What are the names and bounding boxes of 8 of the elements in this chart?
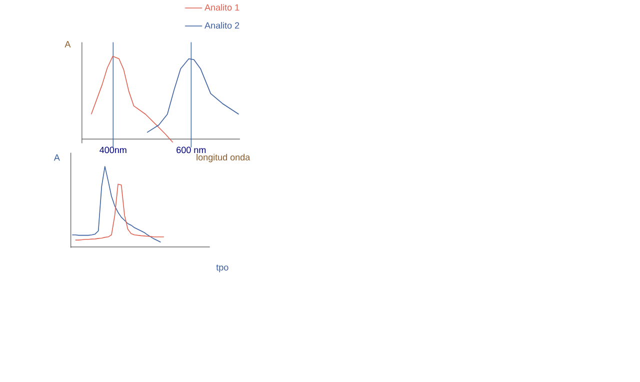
x-tick-label: 400nm (100, 146, 126, 153)
x-tick-label: 600 nm (176, 146, 206, 153)
x-axis-title: longitud onda (196, 154, 250, 162)
x-axis-title: tpo (216, 264, 228, 272)
legend-label: Analito 1 (204, 4, 240, 10)
y-axis-title: A (64, 40, 71, 48)
legend-label: Analito 2 (204, 22, 240, 28)
y-axis-title: A (54, 154, 60, 160)
